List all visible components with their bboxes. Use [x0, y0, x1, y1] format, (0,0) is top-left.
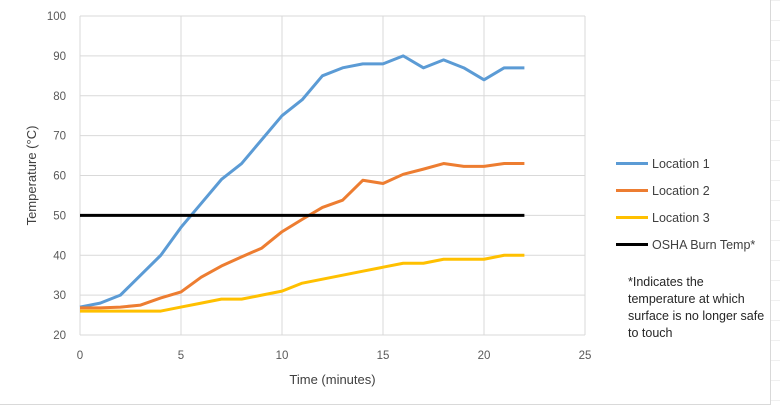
legend-swatch — [616, 243, 648, 246]
legend-item: Location 2 — [616, 177, 776, 204]
x-tick-label: 5 — [178, 350, 184, 362]
x-tick-label: 25 — [579, 350, 592, 362]
x-tick-label: 0 — [77, 350, 83, 362]
chart-legend: Location 1 Location 2 Location 3 OSHA Burn … — [616, 150, 776, 258]
series-line-location-2 — [80, 162, 525, 310]
y-tick-label: 70 — [53, 131, 66, 143]
legend-swatch — [616, 216, 648, 219]
x-tick-label: 10 — [276, 350, 289, 362]
x-tick-label: 20 — [478, 350, 491, 362]
legend-item: Location 3 — [616, 204, 776, 231]
y-tick-label: 80 — [53, 91, 66, 103]
y-tick-label: 100 — [47, 11, 66, 23]
y-tick-label: 60 — [53, 171, 66, 183]
legend-item: OSHA Burn Temp* — [616, 231, 776, 258]
y-axis-title: Temperature (°C) — [24, 126, 39, 226]
y-tick-label: 30 — [53, 290, 66, 302]
legend-label: Location 1 — [652, 156, 710, 171]
y-tick-label: 40 — [53, 250, 66, 262]
legend-label: Location 3 — [652, 210, 710, 225]
legend-label: OSHA Burn Temp* — [652, 237, 756, 252]
legend-swatch — [616, 189, 648, 192]
x-tick-label: 15 — [377, 350, 390, 362]
series-line-location-3 — [80, 253, 525, 313]
x-axis-title: Time (minutes) — [289, 372, 375, 387]
legend-label: Location 2 — [652, 183, 710, 198]
chart-annotation: *Indicates the temperature at which surf… — [628, 275, 765, 340]
y-tick-label: 20 — [53, 330, 66, 342]
legend-item: Location 1 — [616, 150, 776, 177]
series-line-location-1 — [79, 54, 525, 309]
y-tick-label: 90 — [53, 51, 66, 63]
legend-swatch — [616, 162, 648, 165]
y-tick-label: 50 — [53, 210, 66, 222]
